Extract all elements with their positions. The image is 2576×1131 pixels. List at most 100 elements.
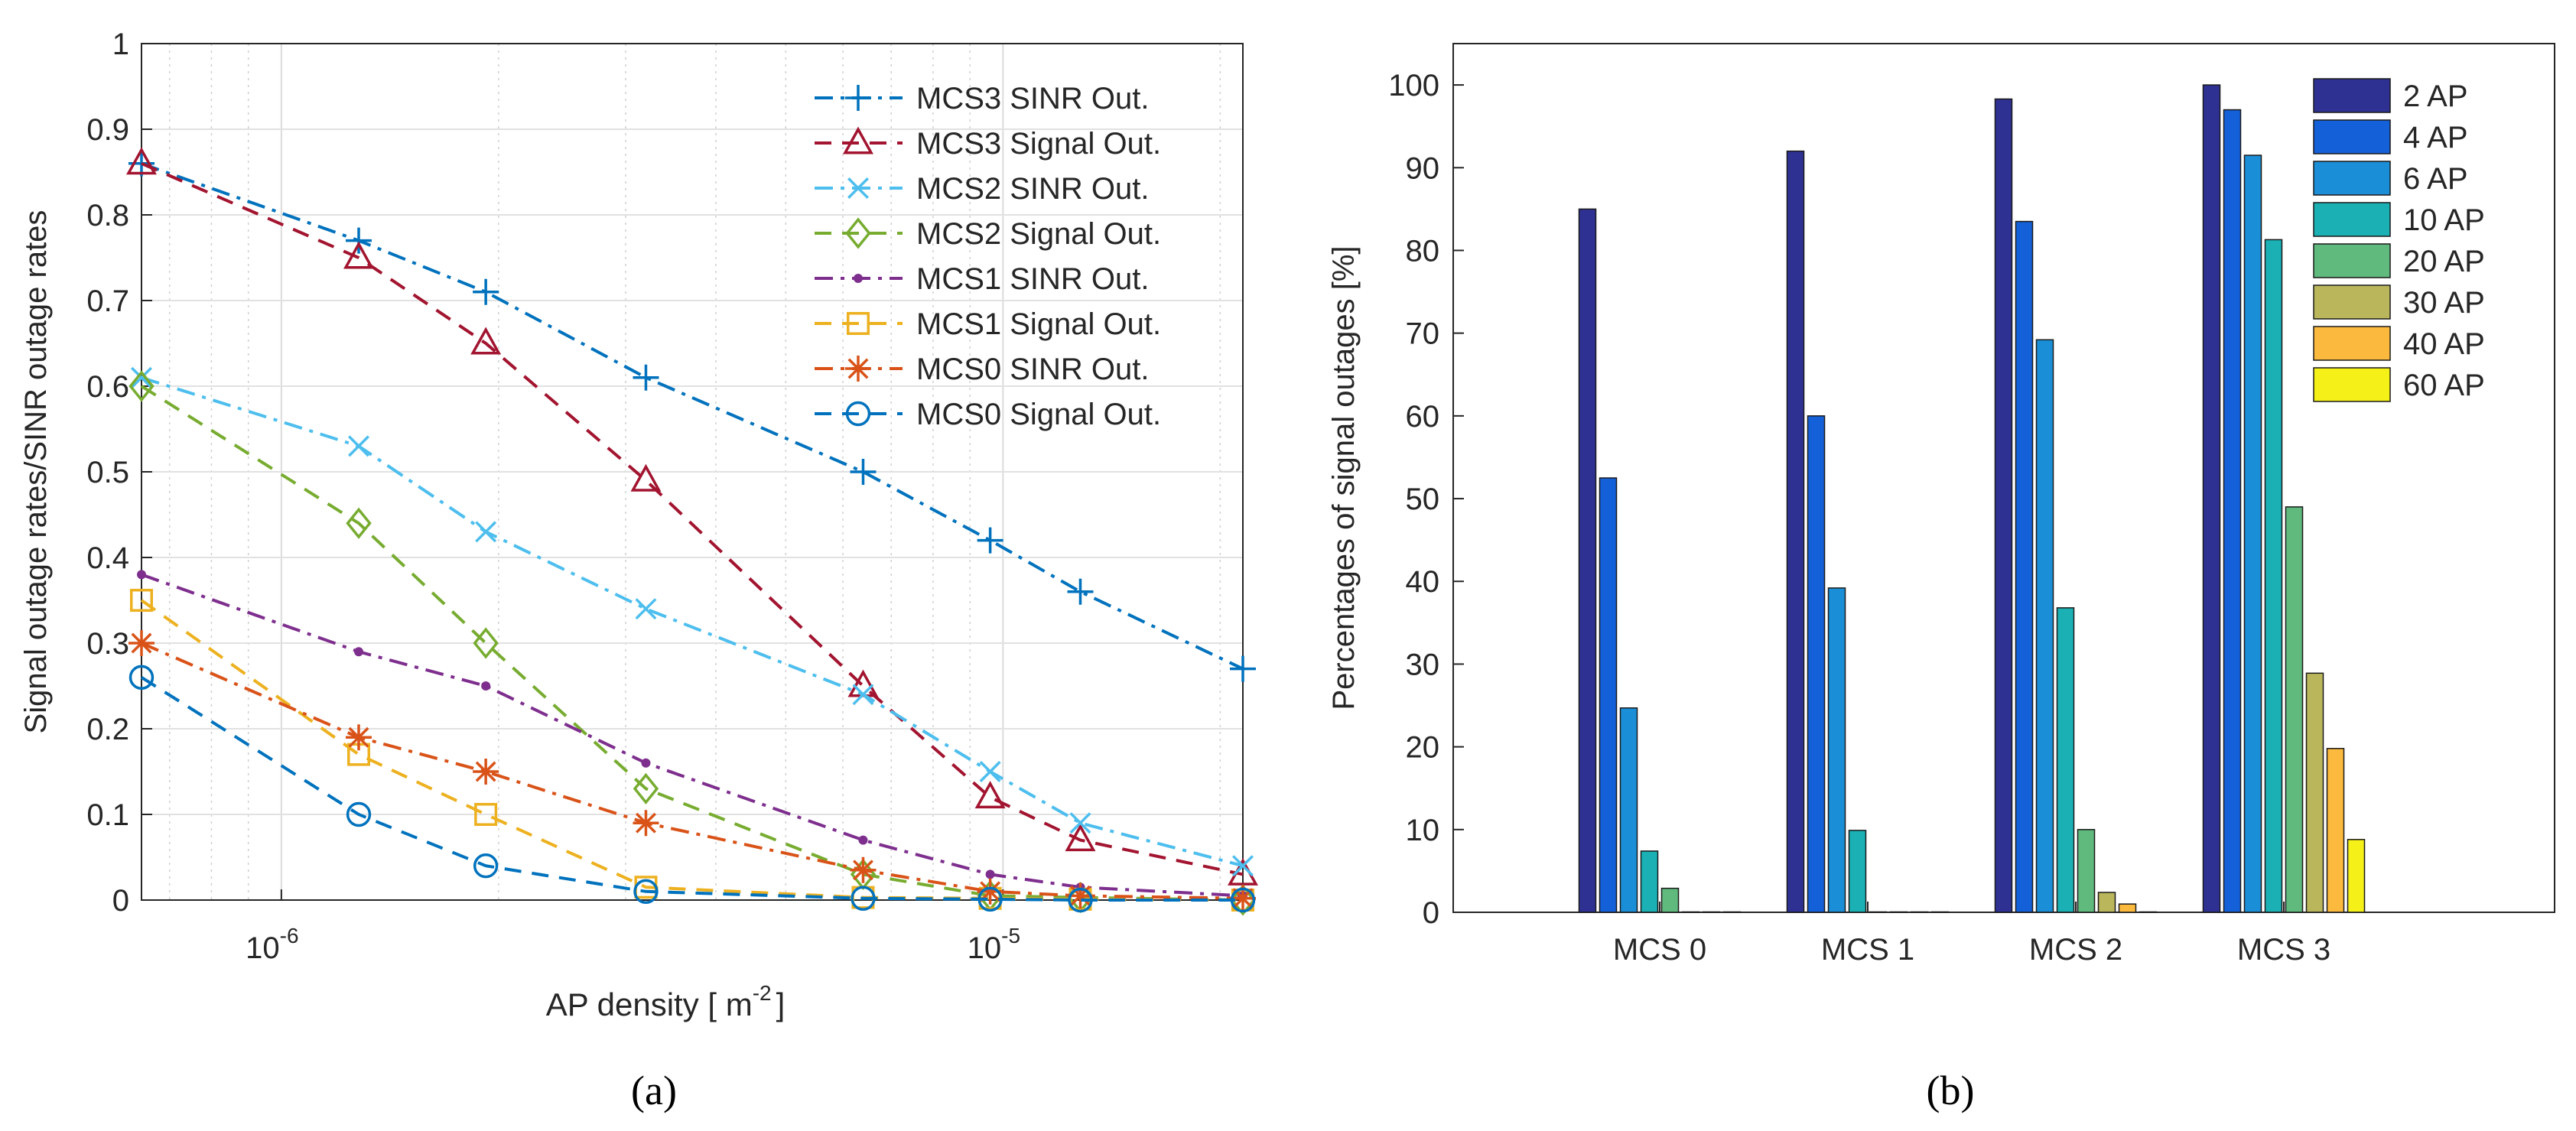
y-tick-label: 90: [1406, 151, 1440, 185]
y-tick-label: 10: [1406, 814, 1440, 847]
data-point: [641, 758, 651, 768]
x-tick-label: 10-5: [968, 924, 1020, 965]
legend-label: MCS1 Signal Out.: [916, 307, 1161, 341]
bar: [1681, 911, 1700, 913]
legend-swatch: [2313, 367, 2391, 402]
bar: [2326, 748, 2345, 913]
legend-entry: 4 AP: [2313, 119, 2468, 154]
bar: [1827, 587, 1846, 913]
data-point: [850, 459, 877, 485]
data-point: [1065, 824, 1096, 852]
legend-swatch: [2313, 78, 2391, 113]
bar-chart-bars: [1578, 84, 2366, 913]
bar: [2347, 839, 2366, 913]
legend-swatch: [2313, 202, 2391, 237]
y-tick-label: 20: [1406, 731, 1440, 765]
line-chart-xlabel: AP density [ m-2]: [546, 981, 785, 1022]
bar-chart-legend: 2 AP 4 AP 6 AP 10 AP 20 AP 30 AP 40 AP 60 AP: [2313, 78, 2485, 402]
y-tick-label: 0.8: [86, 199, 129, 232]
data-point: [1230, 884, 1256, 916]
data-point: [348, 435, 370, 457]
bar: [2077, 829, 2096, 913]
series-mcs2-sinr-out: [131, 366, 1254, 877]
legend-entry: 6 AP: [2313, 161, 2468, 196]
x-tick-label: MCS 0: [1613, 933, 1706, 967]
data-point: [852, 684, 874, 706]
bar: [1848, 830, 1867, 913]
data-point: [851, 886, 876, 911]
series-line: [141, 161, 1244, 671]
data-point: [473, 627, 499, 659]
legend-label: MCS2 SINR Out.: [916, 172, 1150, 206]
x-tick-label: 10-6: [246, 924, 298, 965]
data-point: [977, 886, 1003, 912]
legend-swatch: [2313, 119, 2391, 154]
bar: [1722, 911, 1742, 913]
series-mcs0-signal-out: [128, 665, 1256, 913]
legend-label: 10 AP: [2403, 203, 2485, 237]
bar: [1910, 911, 1929, 913]
bar: [2015, 220, 2034, 913]
bar: [1619, 707, 1638, 913]
data-point: [977, 527, 1003, 554]
data-point: [858, 835, 868, 845]
y-tick-label: 1: [112, 28, 129, 61]
bar: [2243, 154, 2262, 913]
line-chart-series: [126, 147, 1258, 916]
series-line: [141, 375, 1244, 868]
series-line: [141, 161, 1244, 876]
legend-swatch: [2313, 243, 2391, 278]
bar: [1930, 911, 1950, 913]
series-line: [141, 573, 1244, 898]
data-point: [346, 227, 372, 254]
legend-entry: 10 AP: [2313, 202, 2485, 237]
legend-label: MCS3 Signal Out.: [916, 127, 1161, 161]
legend-marker: [845, 401, 871, 427]
x-tick-label: MCS 2: [2029, 933, 2122, 967]
y-tick-label: 0: [1423, 896, 1439, 930]
legend-swatch: [2313, 326, 2391, 361]
bar: [1599, 477, 1618, 913]
y-tick-label: 100: [1388, 69, 1439, 102]
data-point: [1067, 578, 1094, 605]
bar: [1702, 911, 1721, 913]
data-point: [633, 879, 659, 905]
bar: [1994, 98, 2013, 913]
bar: [2223, 109, 2242, 913]
legend-label: MCS0 Signal Out.: [916, 398, 1161, 431]
legend-entry: MCS0 SINR Out.: [815, 353, 1150, 386]
data-point: [128, 665, 154, 690]
bar: [1578, 208, 1597, 913]
data-point: [128, 370, 154, 402]
legend-label: MCS1 SINR Out.: [916, 262, 1150, 296]
legend-marker: [845, 217, 871, 249]
legend-label: 4 AP: [2403, 121, 2468, 154]
legend-label: 60 AP: [2403, 369, 2485, 402]
bar: [2264, 239, 2283, 913]
panel-a-caption: (a): [631, 1068, 677, 1113]
bar-chart-panel: 0 10 20 30 40 50 60 70 80 90 100 MCS 0 MCS 1 MCS 2 MCS…: [1327, 43, 2555, 1113]
x-tick-label: MCS 1: [1821, 933, 1914, 967]
bar: [2035, 339, 2054, 913]
bar: [1889, 911, 1908, 913]
bar: [1869, 911, 1888, 913]
series-mcs0-sinr-out: [128, 630, 1256, 912]
legend-entry: 2 AP: [2313, 78, 2468, 113]
line-chart-legend: MCS3 SINR Out. MCS3 Signal Out. MCS2 SINR …: [815, 82, 1161, 431]
series-line: [140, 676, 1243, 902]
line-chart-ylabel: Signal outage rates/SINR outage rates: [19, 210, 53, 734]
data-point: [346, 724, 372, 751]
legend-swatch: [2313, 161, 2391, 196]
legend-marker: [846, 311, 870, 336]
data-point: [343, 241, 374, 269]
legend-label: MCS2 Signal Out.: [916, 217, 1161, 251]
bar: [2056, 607, 2075, 913]
panel-b-caption: (b): [1927, 1068, 1975, 1113]
legend-label: 40 AP: [2403, 327, 2485, 361]
data-point: [979, 761, 1001, 782]
legend-label: MCS3 SINR Out.: [916, 82, 1150, 115]
data-point: [633, 772, 659, 805]
y-tick-label: 30: [1406, 648, 1440, 681]
legend-entry: 30 AP: [2313, 284, 2485, 320]
